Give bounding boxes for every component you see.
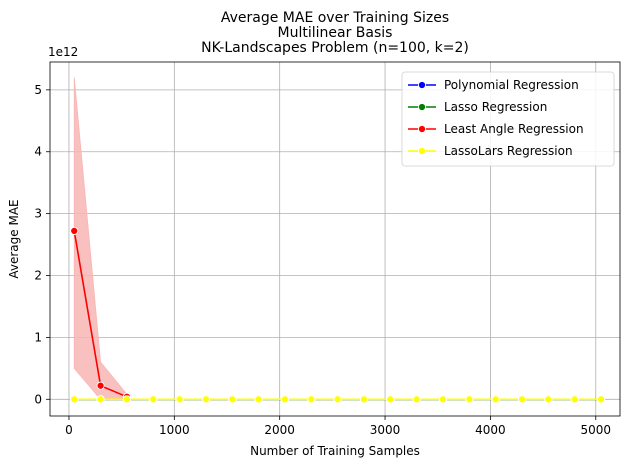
- data-point: [96, 395, 105, 404]
- x-tick-label: 4000: [475, 423, 506, 437]
- legend-marker: [417, 102, 427, 112]
- x-axis-label: Number of Training Samples: [250, 444, 420, 458]
- chart-title-line: NK-Landscapes Problem (n=100, k=2): [201, 40, 469, 56]
- legend-marker: [417, 80, 427, 90]
- data-point: [228, 395, 237, 404]
- data-point: [175, 395, 184, 404]
- legend-label: LassoLars Regression: [444, 144, 573, 158]
- y-tick-label: 3: [34, 207, 42, 221]
- data-point: [570, 395, 579, 404]
- legend-marker: [417, 124, 427, 134]
- y-axis-label: Average MAE: [7, 199, 21, 278]
- data-point: [122, 395, 131, 404]
- x-tick-label: 1000: [159, 423, 190, 437]
- data-point: [70, 226, 79, 236]
- legend-label: Lasso Regression: [444, 100, 547, 114]
- series-points: [70, 226, 606, 404]
- y-axis-offset-label: 1e12: [48, 45, 78, 59]
- x-tick-label: 3000: [370, 423, 401, 437]
- data-point: [465, 395, 474, 404]
- legend-marker: [417, 146, 427, 156]
- data-point: [517, 395, 527, 404]
- data-point: [96, 381, 105, 390]
- data-point: [333, 395, 342, 404]
- series-lines: [73, 230, 602, 401]
- y-axis-ticks: 0 1 2 3 4 5: [34, 83, 50, 406]
- data-point: [149, 395, 158, 404]
- data-point: [386, 395, 395, 404]
- plot-frame: [49, 61, 621, 417]
- data-point: [491, 395, 500, 404]
- x-tick-label: 2000: [264, 423, 295, 437]
- confidence-band-area: [73, 77, 128, 400]
- data-point: [596, 395, 606, 404]
- data-point: [359, 395, 369, 404]
- y-tick-label: 2: [34, 269, 42, 283]
- data-point: [70, 395, 79, 404]
- data-point: [201, 395, 210, 404]
- chart-title-line: Multilinear Basis: [278, 25, 393, 41]
- legend-label: Least Angle Regression: [444, 122, 584, 136]
- data-point: [307, 395, 316, 404]
- y-tick-label: 4: [34, 145, 42, 159]
- legend-label: Polynomial Regression: [444, 78, 579, 92]
- y-tick-label: 0: [34, 392, 42, 406]
- y-tick-label: 1: [34, 330, 42, 344]
- data-point: [438, 395, 448, 404]
- data-point: [254, 395, 263, 404]
- y-tick-label: 5: [34, 83, 42, 97]
- data-point: [280, 395, 290, 404]
- chart-title-line: Average MAE over Training Sizes: [221, 10, 449, 26]
- data-point: [412, 395, 421, 404]
- chart-title: Average MAE over Training SizesMultiline…: [201, 10, 469, 56]
- legend-frame: [401, 71, 615, 167]
- confidence-band: [73, 77, 128, 400]
- x-tick-label: 5000: [580, 423, 611, 437]
- x-axis-ticks: 0 1000 2000 3000 4000 5000: [65, 416, 611, 437]
- x-tick-label: 0: [65, 423, 73, 437]
- data-point: [544, 395, 553, 404]
- legend: Polynomial Regression Lasso Regression Lea…: [401, 71, 615, 167]
